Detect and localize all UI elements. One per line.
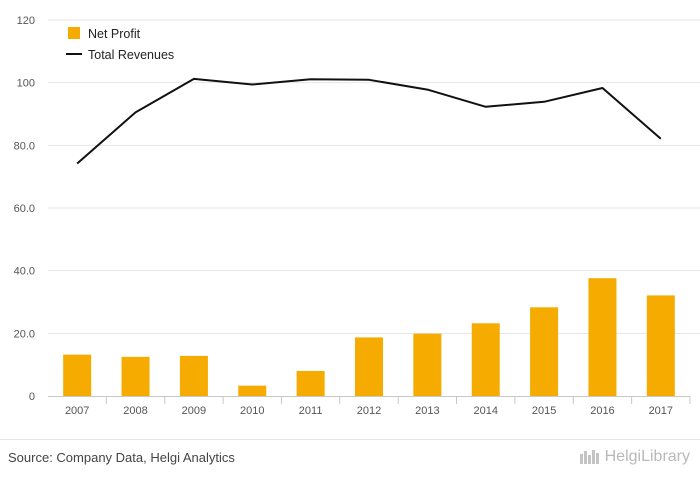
x-tick-label: 2008 [123, 405, 147, 417]
logo-text: HelgiLibrary [604, 448, 690, 465]
legend-label-net-profit: Net Profit [88, 27, 141, 41]
legend: Net Profit Total Revenues [66, 27, 174, 62]
helgi-library-logo[interactable]: HelgiLibrary [579, 448, 690, 466]
x-tick-label: 2009 [182, 405, 206, 417]
bar-net-profit-2013 [413, 333, 442, 396]
x-tick-label: 2016 [590, 405, 614, 417]
y-tick-label: 100 [17, 78, 35, 90]
legend-swatch-net-profit [68, 27, 80, 39]
y-tick-label: 120 [17, 15, 35, 27]
total-revenues-line-group [76, 77, 662, 165]
bar-net-profit-2017 [646, 295, 675, 396]
bar-net-profit-2009 [179, 355, 208, 396]
x-tick-label: 2014 [473, 405, 497, 417]
y-tick-label: 80.0 [14, 140, 35, 152]
x-tick-label: 2007 [65, 405, 89, 417]
chart: 0 20.0 40.0 60.0 80.0 100 120 2007 2008 2009 2010… [14, 15, 700, 417]
footer-divider [0, 439, 700, 440]
bar-net-profit-2014 [471, 323, 500, 396]
x-axis: 2007 2008 2009 2010 2011 2012 2013 2014 2015 2016… [48, 396, 691, 417]
x-tick-label: 2011 [299, 405, 323, 417]
y-tick-label: 0 [29, 391, 35, 403]
bar-net-profit-2007 [63, 354, 92, 396]
bar-net-profit-2016 [588, 278, 617, 396]
x-tick-label: 2012 [357, 405, 381, 417]
bar-net-profit-2011 [296, 370, 325, 396]
helgi-library-icon [579, 450, 599, 464]
x-tick-label: 2015 [532, 405, 556, 417]
y-tick-label: 20.0 [14, 328, 35, 340]
y-tick-label: 40.0 [14, 266, 35, 278]
x-tick-label: 2017 [649, 405, 673, 417]
bar-net-profit-2008 [121, 356, 150, 396]
line-total-revenues [76, 77, 662, 165]
x-tick-label: 2010 [240, 405, 264, 417]
legend-label-total-revenues: Total Revenues [88, 48, 174, 62]
x-tick-label: 2013 [415, 405, 439, 417]
bar-net-profit-2015 [530, 307, 559, 396]
net-profit-bars [63, 278, 675, 396]
y-axis: 0 20.0 40.0 60.0 80.0 100 120 [14, 15, 35, 403]
bar-net-profit-2012 [355, 337, 383, 396]
bar-net-profit-2010 [238, 385, 267, 396]
source-note: Source: Company Data, Helgi Analytics [8, 450, 235, 465]
y-tick-label: 60.0 [14, 203, 35, 215]
